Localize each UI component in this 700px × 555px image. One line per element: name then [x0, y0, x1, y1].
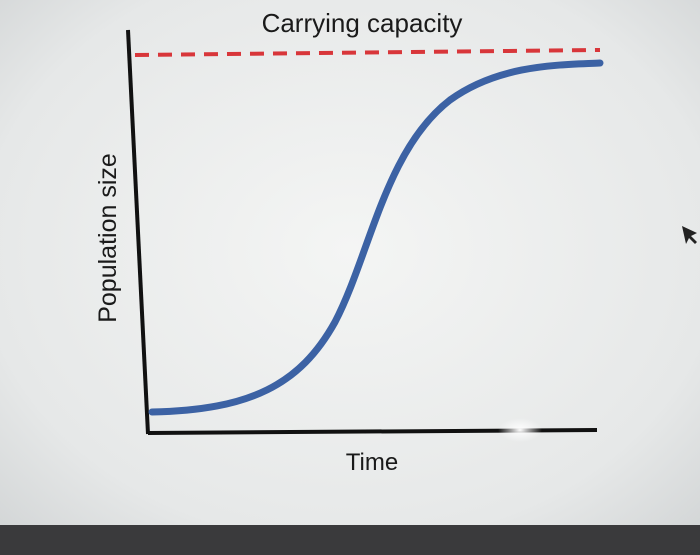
y-axis-label: Population size: [94, 153, 122, 323]
growth-curve: [148, 59, 604, 416]
x-axis-label: Time: [346, 449, 398, 476]
cursor: [682, 226, 697, 244]
carrying-capacity-line: [134, 48, 601, 57]
screen-bezel: [0, 525, 700, 555]
title: Carrying capacity: [262, 8, 463, 38]
y-axis: [126, 29, 150, 435]
glare: [498, 418, 542, 442]
